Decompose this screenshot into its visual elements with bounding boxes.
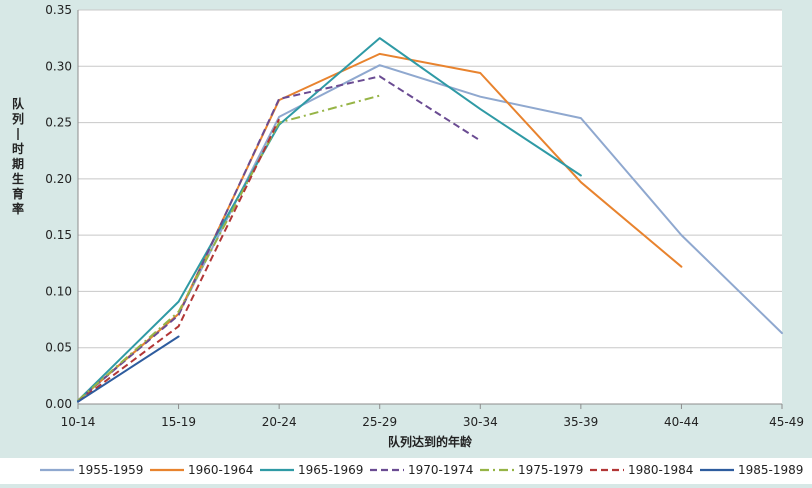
- y-tick-label: 0.35: [45, 3, 72, 17]
- series-line: [77, 94, 380, 402]
- y-tick-labels: 0.00 0.05 0.10 0.15 0.20 0.25 0.30 0.35: [45, 3, 72, 411]
- x-tick-label: 45-49: [769, 415, 804, 429]
- x-tick-label: 25-29: [362, 415, 397, 429]
- series-line: [77, 75, 481, 402]
- x-tick-label: 35-39: [563, 415, 598, 429]
- x-axis-title: 队列达到的年龄: [388, 434, 473, 449]
- y-tick-label: 0.00: [45, 397, 72, 411]
- legend-label: 1960-1964: [188, 463, 253, 477]
- legend-label: 1980-1984: [628, 463, 693, 477]
- legend-label: 1955-1959: [78, 463, 143, 477]
- y-tick-label: 0.05: [45, 341, 72, 355]
- legend-label: 1975-1979: [518, 463, 583, 477]
- y-axis-title-char: 率: [12, 201, 24, 216]
- x-tick-labels: 10-14 15-19 20-24 25-29 30-34 35-39 40-44 45-49: [61, 415, 804, 429]
- y-tick-label: 0.25: [45, 116, 72, 130]
- y-tick-label: 0.20: [45, 172, 72, 186]
- y-axis-title-char: 生: [12, 171, 24, 186]
- series-line: [77, 335, 180, 403]
- y-tick-label: 0.10: [45, 284, 72, 298]
- series-lines: [77, 37, 783, 403]
- y-axis-title-char: 列: [12, 111, 24, 126]
- axes: [77, 10, 783, 409]
- y-tick-label: 0.30: [45, 59, 72, 73]
- x-tick-label: 30-34: [463, 415, 498, 429]
- legend-label: 1965-1969: [298, 463, 363, 477]
- y-tick-label: 0.15: [45, 228, 72, 242]
- grid: [78, 9, 782, 349]
- x-tick-label: 15-19: [161, 415, 196, 429]
- series-line: [77, 37, 582, 402]
- y-axis-title-char: 时: [12, 141, 24, 156]
- series-line: [77, 118, 280, 403]
- legend-label: 1985-1989: [738, 463, 803, 477]
- x-tick-label: 10-14: [61, 415, 96, 429]
- legend-background: [0, 458, 812, 484]
- y-axis-title-char: 育: [12, 186, 24, 201]
- legend-label: 1970-1974: [408, 463, 473, 477]
- x-tick-label: 20-24: [262, 415, 297, 429]
- y-axis-title-char: 期: [12, 156, 24, 171]
- legend: 1955-1959 1960-1964 1965-1969 1970-1974 1975…: [40, 463, 803, 477]
- x-tick-label: 40-44: [664, 415, 699, 429]
- plot-area: [78, 10, 782, 404]
- y-axis-title-char: 队: [12, 96, 25, 111]
